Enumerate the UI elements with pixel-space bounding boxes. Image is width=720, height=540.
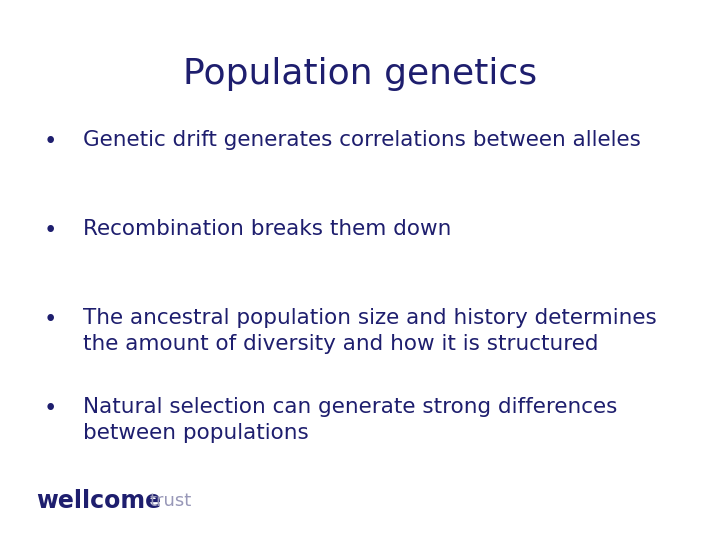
Text: Population genetics: Population genetics	[183, 57, 537, 91]
Text: •: •	[44, 308, 57, 331]
Text: •: •	[44, 397, 57, 420]
Text: •: •	[44, 130, 57, 153]
Text: Natural selection can generate strong differences
between populations: Natural selection can generate strong di…	[83, 397, 617, 443]
Text: wellcome: wellcome	[36, 489, 161, 513]
Text: trust: trust	[150, 492, 192, 510]
Text: Genetic drift generates correlations between alleles: Genetic drift generates correlations bet…	[83, 130, 641, 150]
Text: The ancestral population size and history determines
the amount of diversity and: The ancestral population size and histor…	[83, 308, 657, 354]
Text: •: •	[44, 219, 57, 242]
Text: Recombination breaks them down: Recombination breaks them down	[83, 219, 451, 239]
